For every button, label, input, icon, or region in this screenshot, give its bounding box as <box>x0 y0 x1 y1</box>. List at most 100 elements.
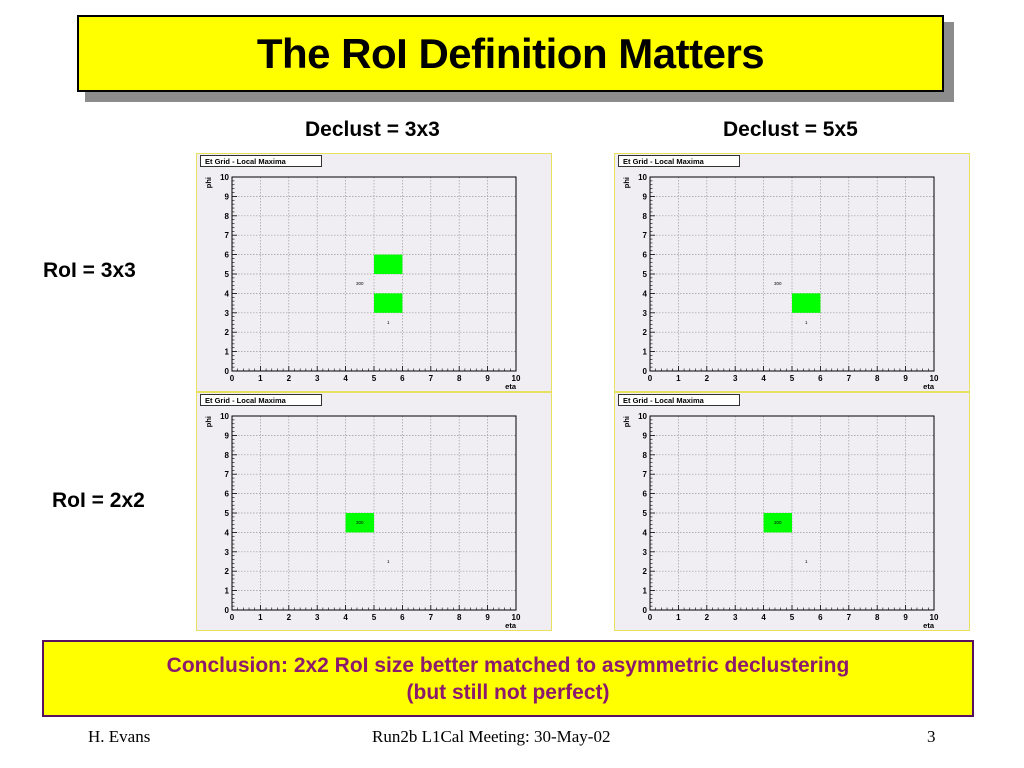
x-axis-title: eta <box>923 621 935 630</box>
plot-title: Et Grid - Local Maxima <box>205 396 287 405</box>
y-tick-label: 6 <box>643 251 648 260</box>
y-tick-label: 0 <box>225 606 230 615</box>
x-tick-label: 5 <box>372 613 377 622</box>
y-tick-label: 8 <box>225 451 230 460</box>
plot-title-box <box>618 155 740 167</box>
x-tick-label: 3 <box>733 374 738 383</box>
x-tick-label: 1 <box>258 613 263 622</box>
conclusion-box: Conclusion: 2x2 RoI size better matched … <box>42 640 974 717</box>
row-label-roi-3x3: RoI = 3x3 <box>43 259 136 282</box>
y-axis-title: phi <box>204 416 213 427</box>
x-tick-label: 6 <box>818 374 823 383</box>
x-tick-label: 10 <box>512 374 521 383</box>
heatmap-cell <box>763 513 792 533</box>
footer-author: H. Evans <box>88 727 151 746</box>
y-tick-label: 0 <box>643 367 648 376</box>
plot-panel-roi3x3-declust5x5: 300 1 0 1 2 3 4 5 6 7 8 9 10 0 1 2 3 4 5 6 7 8 9 10 eta phi Et Gri… <box>614 153 970 392</box>
y-tick-label: 1 <box>225 587 230 596</box>
y-tick-label: 4 <box>225 289 230 298</box>
y-tick-label: 5 <box>643 270 648 279</box>
heatmap-cell <box>374 254 403 274</box>
x-tick-label: 3 <box>733 613 738 622</box>
x-tick-label: 3 <box>315 374 320 383</box>
y-tick-label: 8 <box>225 212 230 221</box>
conclusion-line-1: Conclusion: 2x2 RoI size better matched … <box>166 653 850 677</box>
y-tick-label: 1 <box>643 348 648 357</box>
y-tick-label: 8 <box>643 212 648 221</box>
x-tick-label: 8 <box>875 374 880 383</box>
y-tick-label: 3 <box>643 309 648 318</box>
x-tick-label: 9 <box>903 374 908 383</box>
heatmap-cell <box>345 513 374 533</box>
y-tick-label: 0 <box>643 606 648 615</box>
y-tick-label: 4 <box>225 528 230 537</box>
x-tick-label: 0 <box>648 613 653 622</box>
row-label-roi-2x2: RoI = 2x2 <box>52 489 145 512</box>
y-tick-label: 3 <box>225 548 230 557</box>
cell-annotation: 1 <box>805 320 808 325</box>
heatmap-cell <box>792 293 821 313</box>
footer-page-number: 3 <box>927 727 936 746</box>
y-tick-label: 7 <box>643 470 648 479</box>
plot-title: Et Grid - Local Maxima <box>623 157 705 166</box>
y-tick-label: 4 <box>643 528 648 537</box>
x-tick-label: 0 <box>230 613 235 622</box>
x-tick-label: 6 <box>818 613 823 622</box>
x-tick-label: 3 <box>315 613 320 622</box>
y-tick-label: 3 <box>643 548 648 557</box>
x-tick-label: 1 <box>676 613 681 622</box>
x-tick-label: 10 <box>930 374 939 383</box>
x-tick-label: 8 <box>875 613 880 622</box>
x-tick-label: 6 <box>400 613 405 622</box>
plot-panel-roi3x3-declust3x3: 300 1 0 1 2 3 4 5 6 7 8 9 10 0 1 2 3 4 5 6 7 8 9 10 eta phi Et Gri… <box>196 153 552 392</box>
y-tick-label: 2 <box>225 328 230 337</box>
y-tick-label: 5 <box>643 509 648 518</box>
x-tick-label: 4 <box>761 374 766 383</box>
plot-panel-roi2x2-declust3x3: 300 1 0 1 2 3 4 5 6 7 8 9 10 0 1 2 3 4 5 6 7 8 9 10 eta phi Et Gri… <box>196 392 552 631</box>
x-tick-label: 2 <box>705 374 710 383</box>
y-tick-label: 2 <box>643 567 648 576</box>
y-axis-title: phi <box>622 416 631 427</box>
x-tick-label: 1 <box>258 374 263 383</box>
x-tick-label: 10 <box>512 613 521 622</box>
y-tick-label: 9 <box>225 192 230 201</box>
x-tick-label: 7 <box>847 374 852 383</box>
y-tick-label: 9 <box>225 431 230 440</box>
cell-annotation: 1 <box>387 559 390 564</box>
x-tick-label: 9 <box>485 613 490 622</box>
x-tick-label: 2 <box>287 374 292 383</box>
column-label-declust-5x5: Declust = 5x5 <box>723 118 858 141</box>
y-tick-label: 6 <box>225 251 230 260</box>
y-tick-label: 1 <box>225 348 230 357</box>
cell-annotation: 300 <box>774 281 782 286</box>
y-tick-label: 7 <box>225 470 230 479</box>
plot-title-box <box>200 155 322 167</box>
cell-annotation: 1 <box>805 559 808 564</box>
x-tick-label: 5 <box>790 613 795 622</box>
y-tick-label: 1 <box>643 587 648 596</box>
x-tick-label: 4 <box>343 613 348 622</box>
y-tick-label: 10 <box>638 173 647 182</box>
y-tick-label: 7 <box>225 231 230 240</box>
y-tick-label: 10 <box>638 412 647 421</box>
x-tick-label: 0 <box>230 374 235 383</box>
cell-annotation: 300 <box>356 520 364 525</box>
heatmap-cell <box>374 293 403 313</box>
title-box: The RoI Definition Matters <box>77 15 944 92</box>
y-tick-label: 6 <box>643 490 648 499</box>
conclusion-line-2: (but still not perfect) <box>406 680 610 704</box>
x-axis-title: eta <box>505 382 517 391</box>
plot-title-box <box>618 394 740 406</box>
x-tick-label: 10 <box>930 613 939 622</box>
x-tick-label: 9 <box>903 613 908 622</box>
x-tick-label: 0 <box>648 374 653 383</box>
column-label-declust-3x3: Declust = 3x3 <box>305 118 440 141</box>
x-tick-label: 2 <box>705 613 710 622</box>
slide-title: The RoI Definition Matters <box>256 29 765 77</box>
x-tick-label: 2 <box>287 613 292 622</box>
x-tick-label: 5 <box>790 374 795 383</box>
x-tick-label: 7 <box>429 613 434 622</box>
x-tick-label: 6 <box>400 374 405 383</box>
